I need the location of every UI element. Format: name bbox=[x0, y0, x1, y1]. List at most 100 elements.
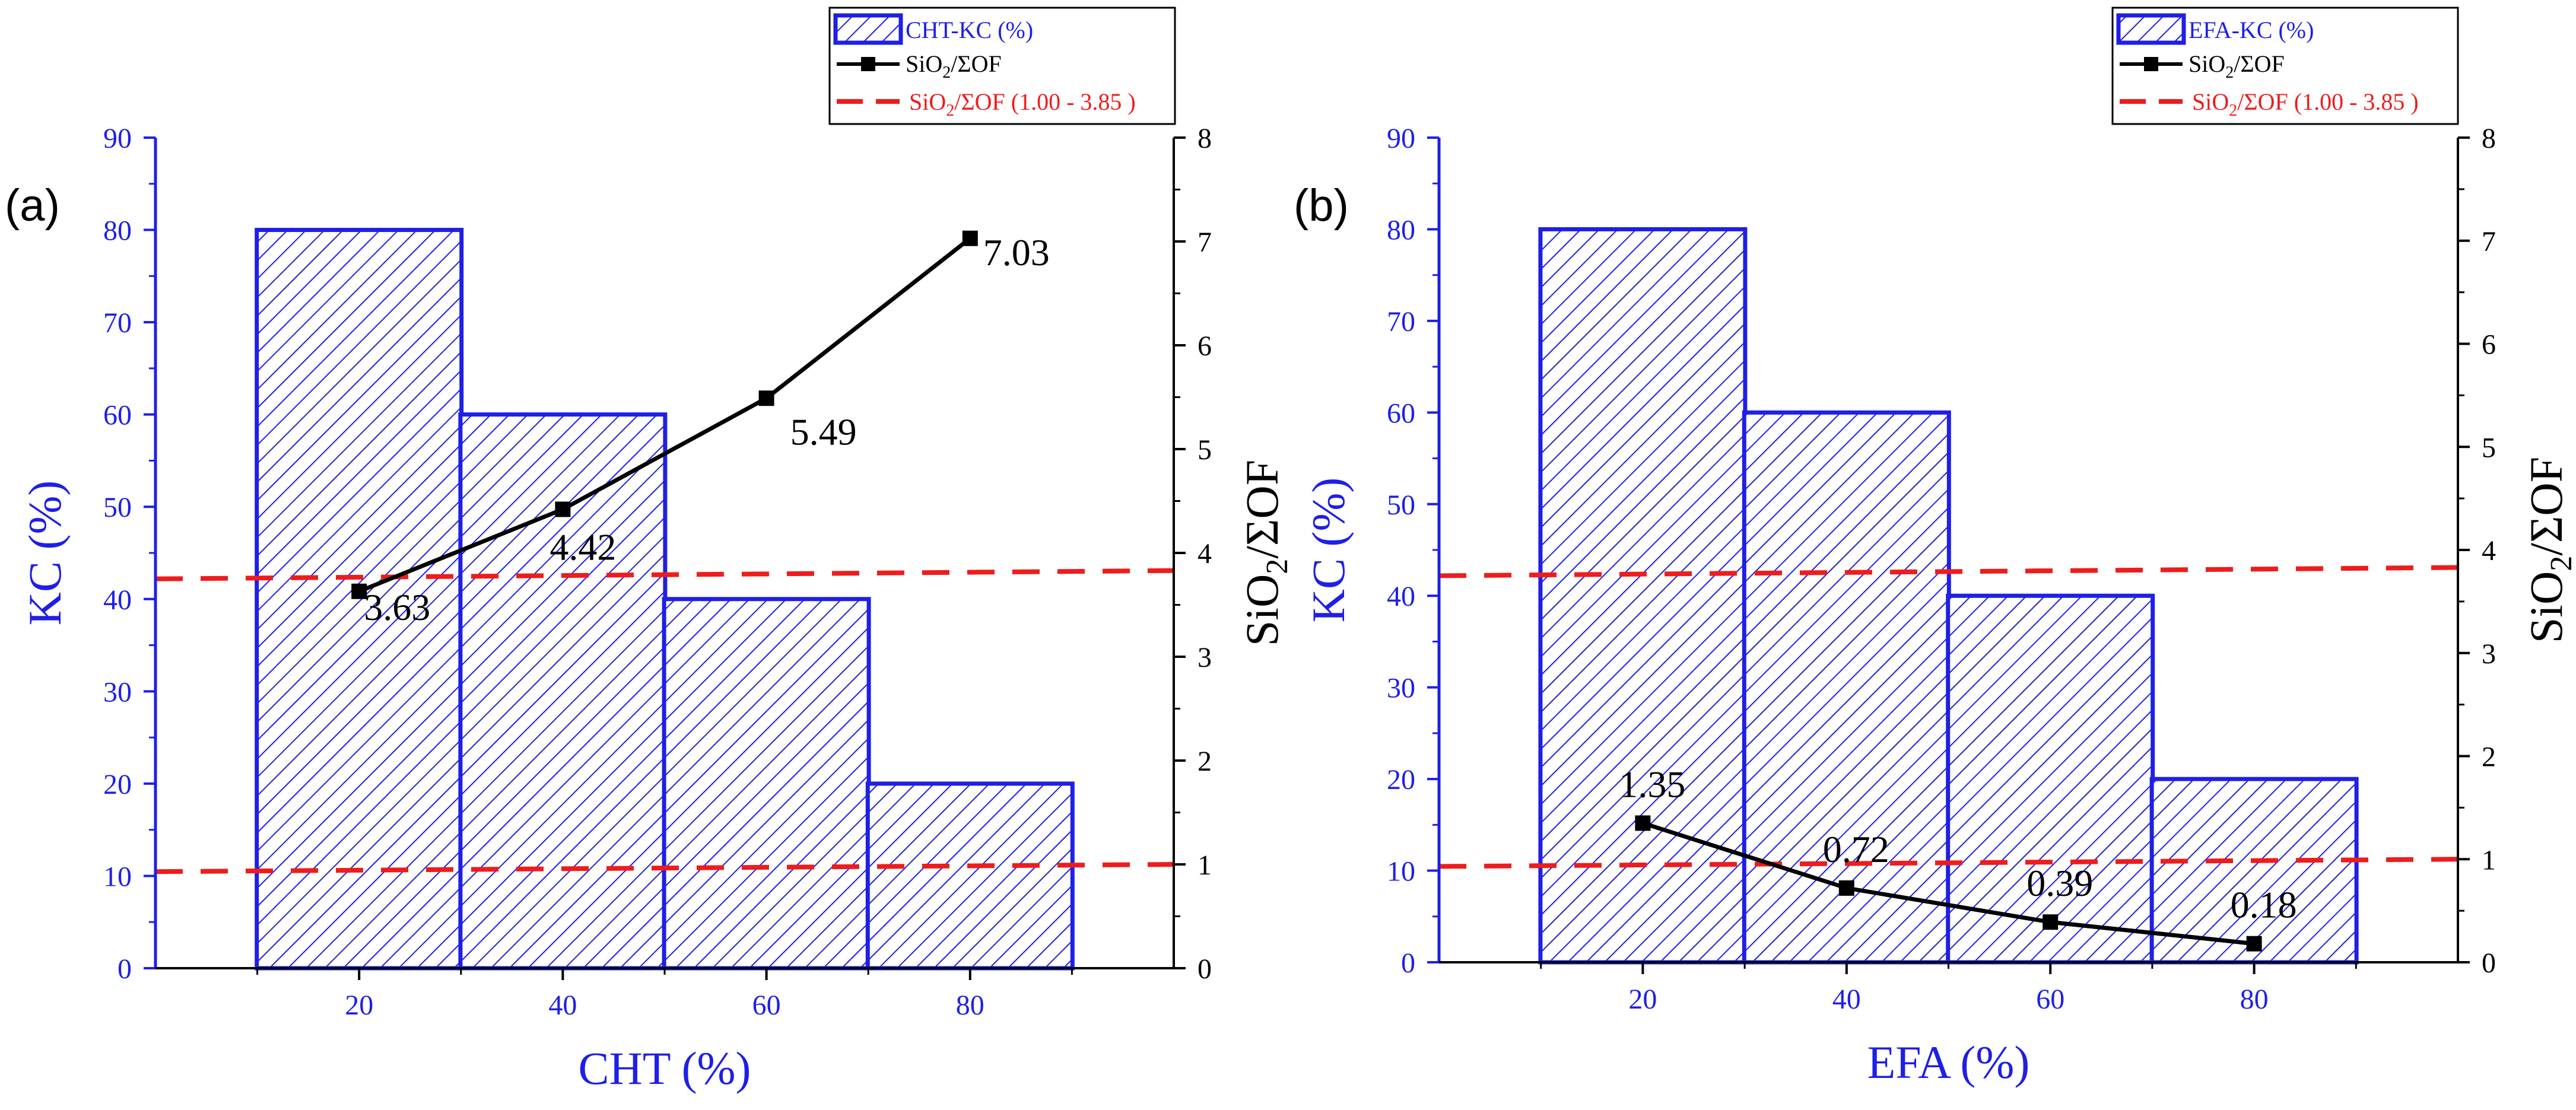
legend-bar-swatch bbox=[833, 13, 903, 45]
right-axis-title-base: SiO bbox=[2520, 571, 2572, 643]
left-tick-label: 30 bbox=[1387, 673, 1415, 704]
x-tick-label: 60 bbox=[2036, 984, 2064, 1015]
kc-bar bbox=[662, 597, 871, 971]
kc-bar bbox=[1946, 593, 2155, 965]
threshold-line-lower bbox=[1438, 857, 2459, 869]
legend-line-text: SiO2/ΣOF bbox=[2189, 50, 2285, 82]
left-tick-label: 20 bbox=[1387, 764, 1415, 796]
data-label: 7.03 bbox=[983, 231, 1050, 273]
x-tick-label: 40 bbox=[1832, 984, 1861, 1015]
legend-line-marker bbox=[861, 57, 875, 71]
right-axis-title-base: SiO bbox=[1236, 574, 1288, 646]
legend-threshold-text: SiO2/ΣOF (1.00 - 3.85 ) bbox=[909, 88, 1136, 120]
right-tick-label: 6 bbox=[1198, 330, 1212, 362]
legend-line-marker bbox=[2144, 57, 2158, 71]
left-tick-label: 80 bbox=[103, 215, 132, 247]
chart-panel-b: 1.35 0.72 0.39 0.18 0 10 20 30 40 50 60 70 80 90 0 1 2 3 4… bbox=[1294, 7, 2576, 1088]
legend-line-text-rest: /ΣOF bbox=[951, 50, 1002, 77]
kc-bar bbox=[458, 412, 668, 971]
right-tick-label: 8 bbox=[2482, 123, 2496, 154]
right-tick-label: 1 bbox=[1198, 850, 1212, 881]
right-tick-label: 4 bbox=[1198, 538, 1212, 570]
left-tick-label: 0 bbox=[117, 953, 132, 985]
ratio-line bbox=[358, 236, 971, 593]
right-axis-title-subscript: 2 bbox=[2545, 556, 2576, 571]
left-tick-label: 20 bbox=[103, 769, 132, 800]
right-tick-label: 5 bbox=[1198, 434, 1212, 466]
panel-label: (a) bbox=[5, 180, 60, 231]
left-tick-label: 90 bbox=[1387, 123, 1415, 154]
panel-label: (b) bbox=[1294, 180, 1349, 231]
ratio-point bbox=[351, 583, 367, 599]
right-tick-label: 3 bbox=[2482, 638, 2496, 670]
right-axis-title-subscript: 2 bbox=[1260, 559, 1294, 574]
ratio-point bbox=[962, 230, 978, 246]
right-axis-title-rest: /ΣOF bbox=[2520, 457, 2572, 556]
x-axis-title: EFA (%) bbox=[1867, 1036, 2030, 1088]
legend-bar-text: EFA-KC (%) bbox=[2189, 17, 2314, 43]
x-axis-title: CHT (%) bbox=[578, 1042, 751, 1094]
left-tick-label: 10 bbox=[103, 861, 132, 892]
left-tick-label: 60 bbox=[103, 400, 132, 431]
right-tick-label: 2 bbox=[2482, 742, 2496, 773]
right-tick-label: 1 bbox=[2482, 844, 2496, 876]
data-label: 0.18 bbox=[2231, 884, 2297, 926]
data-label: 0.72 bbox=[1823, 828, 1889, 870]
right-tick-label: 8 bbox=[1198, 123, 1212, 154]
legend-line-text-base: SiO bbox=[2189, 50, 2225, 77]
kc-bar bbox=[865, 781, 1075, 971]
right-tick-label: 7 bbox=[1198, 227, 1212, 258]
left-tick-label: 0 bbox=[1401, 947, 1415, 979]
left-tick-label: 40 bbox=[1387, 581, 1415, 612]
right-tick-label: 3 bbox=[1198, 642, 1212, 673]
left-axis-title: KC (%) bbox=[1303, 478, 1354, 623]
data-label: 0.39 bbox=[2027, 862, 2093, 904]
left-tick-label: 80 bbox=[1387, 214, 1415, 246]
x-tick-label: 60 bbox=[752, 990, 781, 1021]
ratio-point bbox=[1635, 815, 1651, 831]
x-tick-label: 80 bbox=[956, 990, 984, 1021]
left-tick-label: 50 bbox=[1387, 489, 1415, 521]
ratio-point bbox=[2043, 914, 2059, 930]
data-label: 1.35 bbox=[1619, 763, 1685, 805]
legend-line-text: SiO2/ΣOF bbox=[906, 50, 1002, 82]
left-tick-label: 10 bbox=[1387, 856, 1415, 888]
left-tick-label: 70 bbox=[103, 307, 132, 339]
right-axis-title-rest: /ΣOF bbox=[1236, 460, 1288, 559]
kc-bar bbox=[255, 228, 464, 971]
right-tick-label: 4 bbox=[2482, 535, 2496, 567]
left-tick-label: 90 bbox=[103, 123, 132, 154]
x-tick-label: 20 bbox=[345, 990, 373, 1021]
ratio-point bbox=[1838, 880, 1854, 896]
legend-threshold-text-subscript: 2 bbox=[946, 101, 954, 120]
left-tick-label: 70 bbox=[1387, 306, 1415, 338]
threshold-line-upper bbox=[1438, 565, 2459, 578]
left-axis-title: KC (%) bbox=[19, 481, 71, 626]
legend-bar-swatch bbox=[2116, 13, 2186, 45]
right-tick-label: 5 bbox=[2482, 432, 2496, 463]
x-tick-label: 20 bbox=[1628, 984, 1657, 1015]
left-tick-label: 30 bbox=[103, 676, 132, 708]
legend-line-text-subscript: 2 bbox=[942, 63, 951, 82]
legend-threshold-text: SiO2/ΣOF (1.00 - 3.85 ) bbox=[2192, 88, 2419, 120]
legend-threshold-text-base: SiO bbox=[909, 88, 946, 115]
kc-bar bbox=[1538, 227, 1748, 965]
left-tick-label: 50 bbox=[103, 492, 132, 523]
kc-bar bbox=[2149, 777, 2359, 965]
legend-threshold-text-base: SiO bbox=[2192, 88, 2229, 115]
legend-bar-text: CHT-KC (%) bbox=[906, 17, 1033, 43]
ratio-line bbox=[1642, 821, 2254, 946]
right-axis-title: SiO2/ΣOF bbox=[1236, 460, 1294, 646]
right-tick-label: 6 bbox=[2482, 329, 2496, 361]
legend-line-text-subscript: 2 bbox=[2225, 63, 2234, 82]
legend-threshold-text-rest: /ΣOF (1.00 - 3.85 ) bbox=[954, 88, 1136, 115]
right-tick-label: 7 bbox=[2482, 226, 2496, 257]
kc-bar bbox=[1742, 410, 1951, 965]
chart-panel-a: 3.63 4.42 5.49 7.03 0 10 20 30 40 50 60 70 80 90 0 1 2 3 4… bbox=[5, 7, 1294, 1094]
right-tick-label: 0 bbox=[1198, 953, 1212, 985]
legend-threshold-text-rest: /ΣOF (1.00 - 3.85 ) bbox=[2237, 88, 2419, 115]
threshold-line-upper bbox=[155, 568, 1174, 581]
ratio-point bbox=[758, 390, 774, 406]
right-axis-title: SiO2/ΣOF bbox=[2520, 457, 2576, 643]
